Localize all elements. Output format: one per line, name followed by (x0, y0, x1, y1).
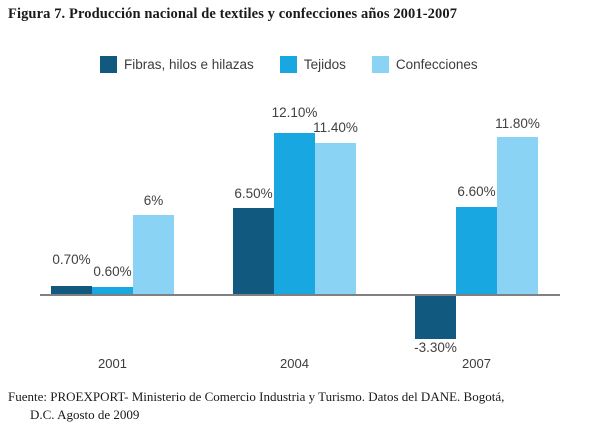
legend-item-fibras: Fibras, hilos e hilazas (100, 56, 254, 73)
chart-legend: Fibras, hilos e hilazas Tejidos Confecci… (100, 56, 478, 73)
legend-label-fibras: Fibras, hilos e hilazas (124, 57, 254, 72)
category-label-2007: 2007 (462, 356, 491, 371)
bar-label-2007-fibras: -3.30% (414, 340, 457, 355)
source-note-line-2: D.C. Agosto de 2009 (30, 407, 140, 423)
category-label-2001: 2001 (98, 356, 127, 371)
legend-item-tejidos: Tejidos (279, 56, 346, 73)
bar-2004-confecciones (315, 142, 356, 295)
legend-swatch-confecciones (371, 56, 389, 73)
bar-2001-confecciones (133, 214, 174, 295)
source-note: Fuente: PROEXPORT- Ministerio de Comerci… (8, 388, 592, 425)
bar-2004-tejidos (274, 133, 315, 295)
legend-swatch-tejidos (279, 56, 297, 73)
bar-label-2004-fibras: 6.50% (234, 186, 273, 201)
bar-2001-tejidos (92, 286, 133, 295)
bar-label-2001-fibras: 0.70% (52, 252, 91, 267)
category-label-2004: 2004 (280, 356, 309, 371)
bar-2001-fibras (51, 285, 92, 295)
bar-2007-tejidos (456, 206, 497, 295)
legend-item-confecciones: Confecciones (371, 56, 478, 73)
bar-label-2001-tejidos: 0.60% (93, 264, 132, 279)
bar-label-2001-confecciones: 6% (143, 193, 164, 208)
axis-baseline (40, 294, 560, 296)
legend-swatch-fibras (100, 56, 117, 73)
bar-label-2004-confecciones: 11.40% (313, 120, 358, 135)
bar-label-2007-confecciones: 11.80% (495, 116, 540, 131)
legend-label-tejidos: Tejidos (303, 57, 346, 72)
bar-label-2004-tejidos: 12.10% (271, 105, 318, 120)
bar-2007-fibras (415, 295, 456, 340)
bar-2004-fibras (233, 208, 274, 295)
legend-label-confecciones: Confecciones (395, 57, 478, 72)
bar-label-2007-tejidos: 6.60% (457, 184, 496, 199)
bar-2007-confecciones (497, 137, 538, 295)
source-note-line-1: Fuente: PROEXPORT- Ministerio de Comerci… (8, 389, 505, 404)
page-title: Figura 7. Producción nacional de textile… (8, 6, 458, 22)
